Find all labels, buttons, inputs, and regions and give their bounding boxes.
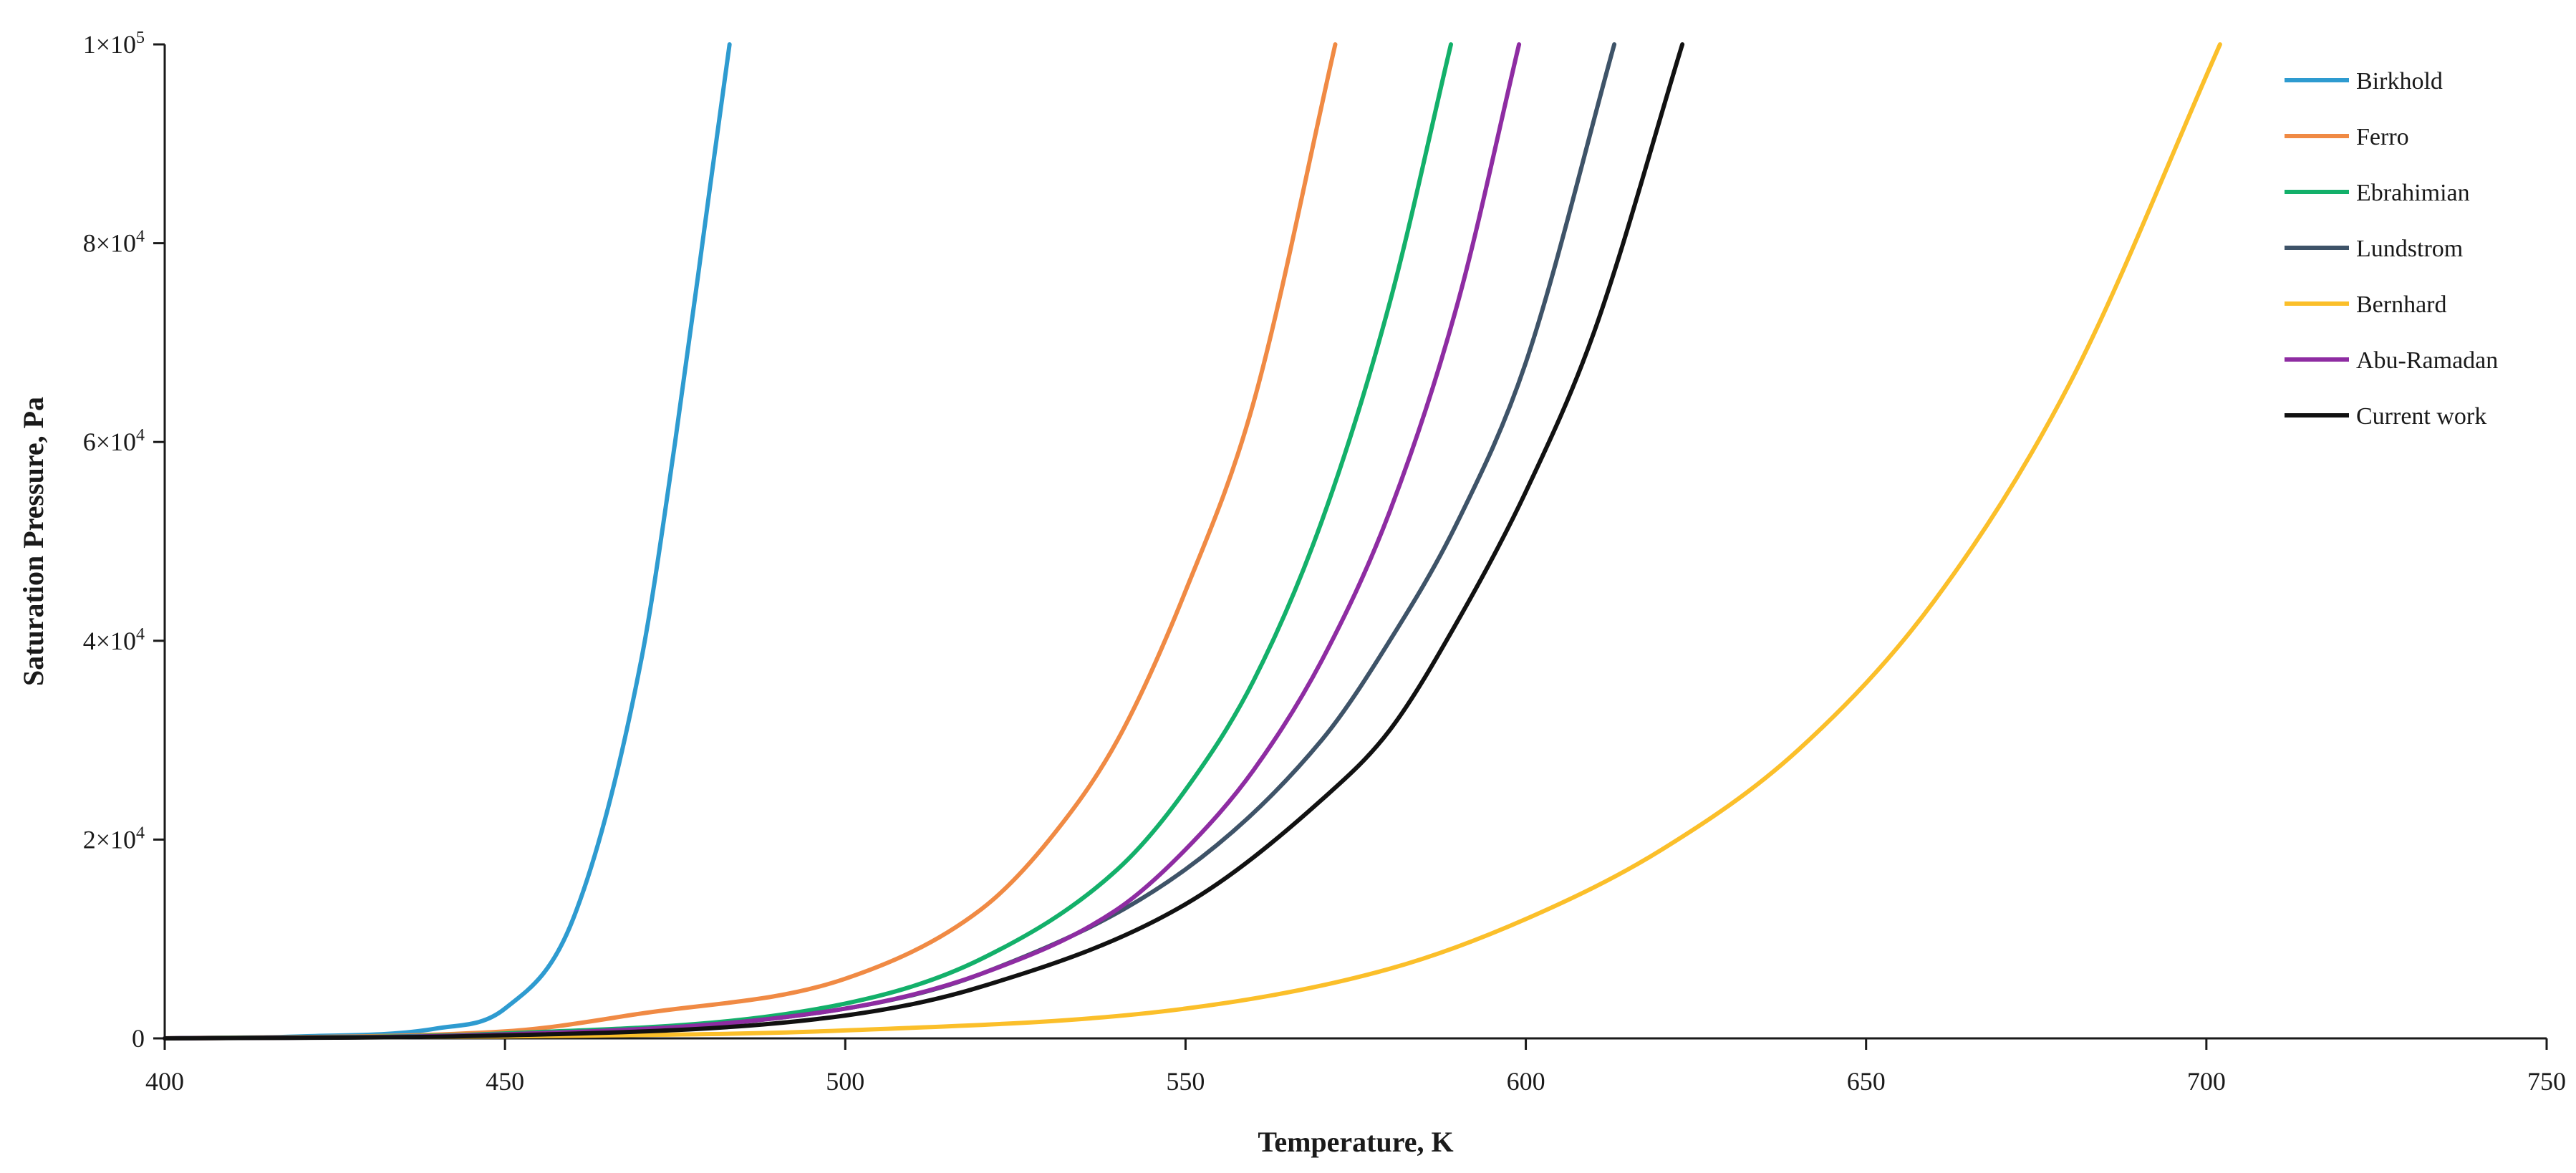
axes <box>163 44 2547 1040</box>
x-tick-label: 500 <box>826 1067 864 1096</box>
legend-label-current-work: Current work <box>2356 403 2486 430</box>
series-group <box>163 42 2222 1041</box>
x-tick-label: 650 <box>1847 1067 1886 1096</box>
y-tick-label: 6×104 <box>83 426 145 456</box>
y-tick-label: 1×105 <box>83 29 145 59</box>
legend-label-bernhard: Bernhard <box>2356 291 2447 318</box>
x-tick-label: 700 <box>2187 1067 2226 1096</box>
y-tick-label: 8×104 <box>83 228 145 258</box>
x-tick-label: 550 <box>1166 1067 1205 1096</box>
x-ticks: 400 450 500 550 600 650 700 750 <box>145 1038 2566 1096</box>
x-tick-label: 750 <box>2527 1067 2566 1096</box>
x-tick-label: 600 <box>1507 1067 1545 1096</box>
y-tick-label: 4×104 <box>83 625 145 655</box>
legend: Birkhold Ferro Ebrahimian Lundstrom Bernhard… <box>2285 68 2498 430</box>
x-tick-label: 450 <box>486 1067 524 1096</box>
x-tick-label: 400 <box>145 1067 184 1096</box>
legend-label-abu-ramadan: Abu-Ramadan <box>2356 347 2498 374</box>
y-ticks: 0 2×104 4×104 6×104 8×104 1×105 <box>83 29 165 1053</box>
y-axis-title: Saturation Pressure, Pa <box>17 397 49 686</box>
x-axis-title: Temperature, K <box>1258 1126 1453 1158</box>
series-line-bernhard <box>163 42 2222 1041</box>
y-tick-label: 2×104 <box>83 824 145 854</box>
legend-label-ferro: Ferro <box>2356 124 2409 150</box>
y-tick-label: 0 <box>132 1024 145 1053</box>
series-line-lundstrom <box>163 42 1617 1041</box>
series-line-ferro <box>163 42 1338 1041</box>
legend-label-lundstrom: Lundstrom <box>2356 236 2463 262</box>
series-line-ebrahimian <box>163 42 1453 1041</box>
series-line-birkhold <box>163 42 732 1041</box>
legend-label-birkhold: Birkhold <box>2356 68 2443 95</box>
legend-label-ebrahimian: Ebrahimian <box>2356 180 2470 206</box>
series-line-current-work <box>163 42 1685 1041</box>
